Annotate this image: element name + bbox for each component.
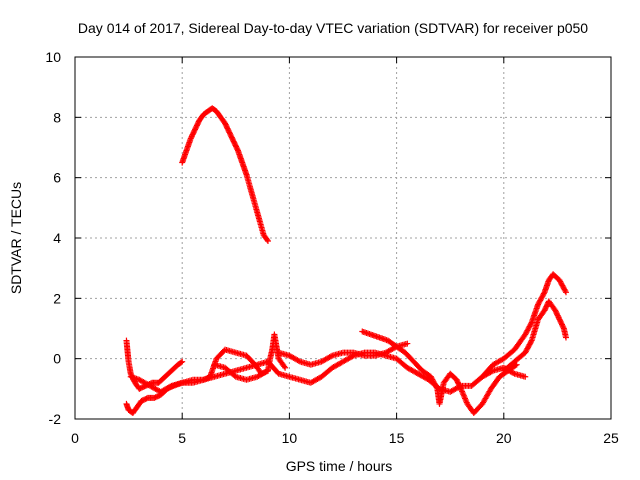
y-tick-label: 6 <box>53 170 61 186</box>
data-point <box>513 361 520 368</box>
data-point <box>527 320 534 327</box>
data-point <box>540 290 547 297</box>
x-tick-label: 15 <box>389 430 405 446</box>
data-point <box>562 289 569 296</box>
data-point <box>167 383 174 390</box>
x-tick-label: 25 <box>603 430 619 446</box>
y-tick-label: -2 <box>49 411 62 427</box>
data-point <box>179 358 186 365</box>
data-point <box>560 324 567 331</box>
data-point <box>264 238 271 245</box>
x-axis-label: GPS time / hours <box>286 458 393 474</box>
data-point <box>562 287 569 294</box>
data-point <box>527 338 534 345</box>
x-tick-label: 0 <box>71 430 79 446</box>
data-point <box>327 353 334 360</box>
data-point <box>282 364 289 371</box>
x-tick-label: 10 <box>282 430 298 446</box>
data-point <box>281 363 288 370</box>
tick-labels: 0 5 10 15 20 25 -2 0 2 4 6 8 10 <box>45 49 619 446</box>
data-point <box>178 359 185 366</box>
plot-points <box>123 105 569 416</box>
data-point <box>234 146 241 153</box>
data-point <box>404 340 411 347</box>
chart-title: Day 014 of 2017, Sidereal Day-to-day VTE… <box>78 20 588 36</box>
data-point <box>510 369 517 376</box>
y-tick-label: 0 <box>53 351 61 367</box>
data-point <box>264 236 271 243</box>
y-axis-label: SDTVAR / TECUs <box>8 182 24 294</box>
data-point <box>295 357 302 364</box>
data-point <box>522 373 529 380</box>
y-tick-label: 10 <box>45 49 61 65</box>
y-tick-label: 4 <box>53 230 61 246</box>
ticks <box>74 56 612 420</box>
grid <box>75 57 611 419</box>
data-point <box>456 383 463 390</box>
y-tick-label: 8 <box>53 109 61 125</box>
data-point <box>562 334 569 341</box>
x-tick-label: 5 <box>178 430 186 446</box>
x-tick-label: 20 <box>496 430 512 446</box>
y-tick-label: 2 <box>53 290 61 306</box>
